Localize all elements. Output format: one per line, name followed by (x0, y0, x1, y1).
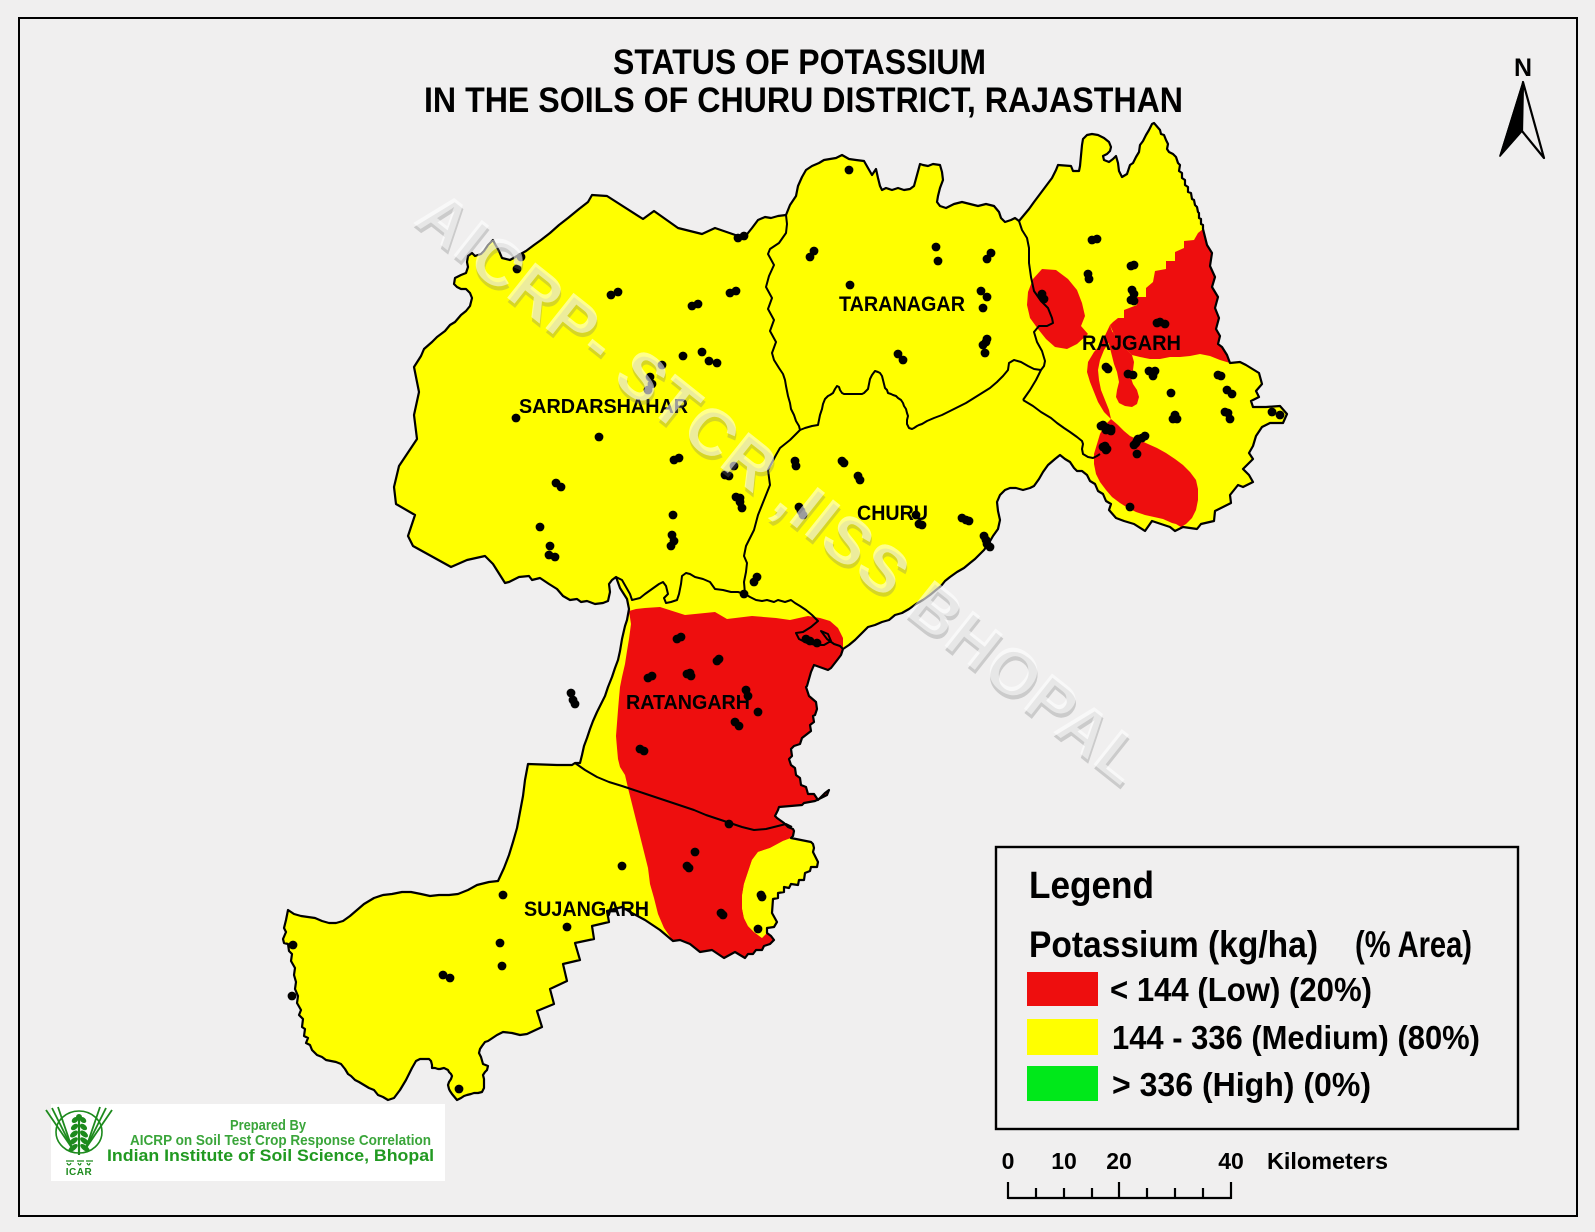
svg-text:> 336 (High) (0%): > 336 (High) (0%) (1112, 1066, 1371, 1103)
svg-text:< 144 (Low) (20%): < 144 (Low) (20%) (1110, 971, 1372, 1008)
svg-text:RATANGARH: RATANGARH (626, 692, 750, 714)
svg-text:SARDARSHAHAR: SARDARSHAHAR (519, 396, 689, 418)
svg-text:ICAR: ICAR (66, 1167, 93, 1178)
svg-text:Potassium (kg/ha): Potassium (kg/ha) (1029, 924, 1318, 965)
svg-text:STATUS OF POTASSIUM: STATUS OF POTASSIUM (613, 43, 986, 82)
svg-text:144 - 336 (Medium) (80%): 144 - 336 (Medium) (80%) (1112, 1019, 1480, 1056)
svg-text:Legend: Legend (1029, 865, 1154, 907)
svg-text:N: N (1514, 54, 1532, 82)
svg-text:SUJANGARH: SUJANGARH (524, 898, 649, 921)
svg-text:Indian Institute of Soil Scien: Indian Institute of Soil Science, Bhopal (107, 1146, 434, 1165)
svg-text:40: 40 (1218, 1148, 1244, 1174)
svg-text:CHURU: CHURU (857, 502, 928, 525)
svg-text:20: 20 (1106, 1148, 1132, 1174)
svg-text:(% Area): (% Area) (1355, 924, 1472, 965)
svg-text:Prepared By: Prepared By (230, 1117, 307, 1134)
svg-text:AICRP on Soil Test Crop Respon: AICRP on Soil Test Crop Response Correla… (130, 1132, 431, 1149)
svg-text:IN THE SOILS OF CHURU DISTRICT: IN THE SOILS OF CHURU DISTRICT, RAJASTHA… (424, 81, 1183, 120)
svg-text:Kilometers: Kilometers (1267, 1148, 1388, 1174)
svg-text:TARANAGAR: TARANAGAR (839, 293, 965, 316)
svg-text:10: 10 (1051, 1148, 1077, 1174)
svg-text:0: 0 (1002, 1148, 1015, 1174)
svg-text:RAJGARH: RAJGARH (1082, 332, 1181, 355)
